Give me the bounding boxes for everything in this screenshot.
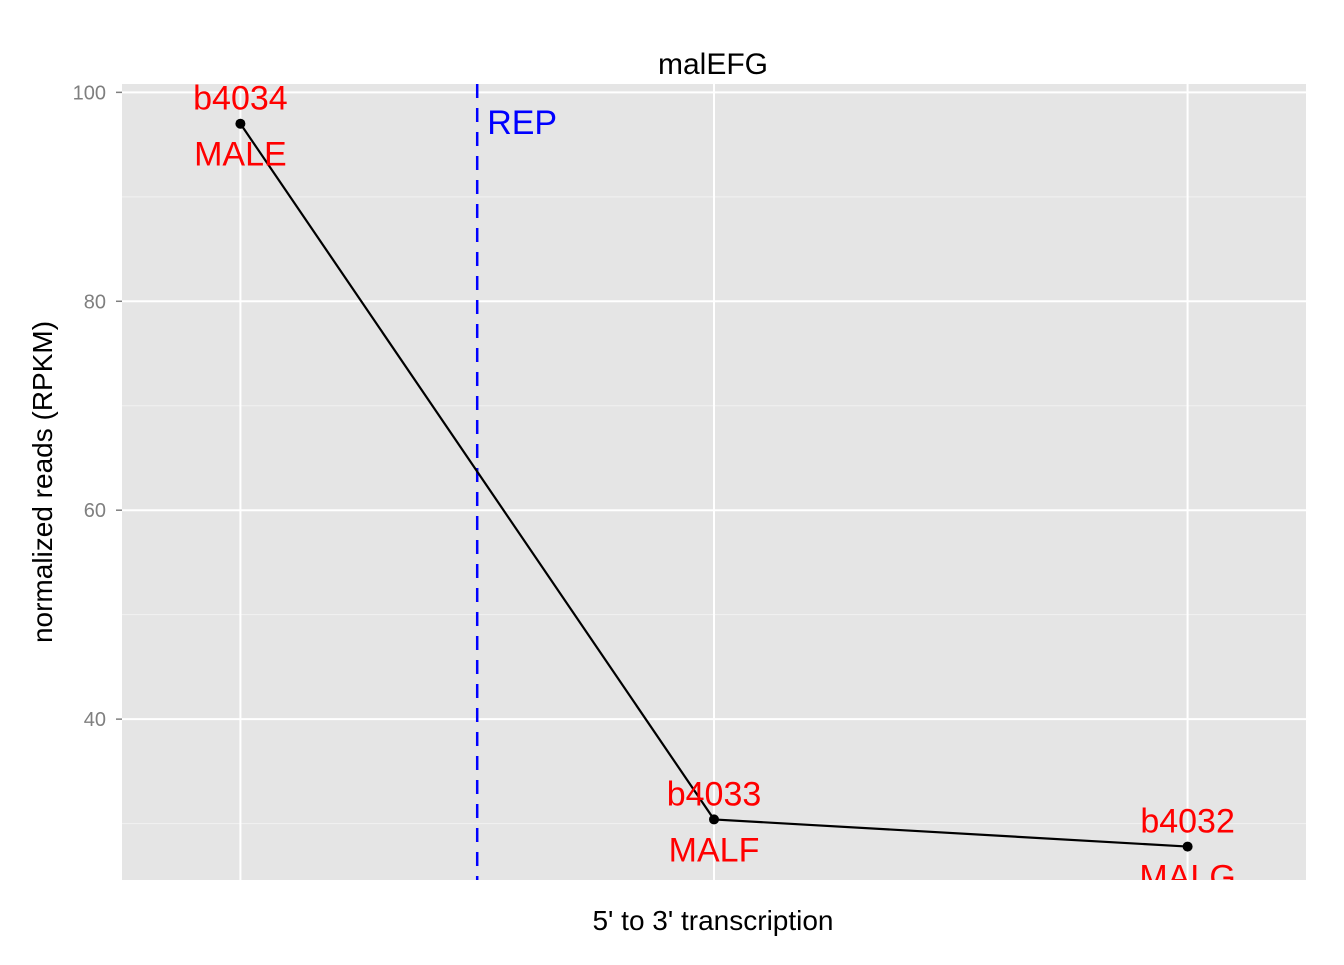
point-gene-name-label: MALE	[194, 136, 287, 174]
y-axis-label: normalized reads (RPKM)	[27, 321, 58, 643]
data-point	[709, 814, 719, 825]
panel-bottom-mask	[0, 880, 1344, 960]
y-tick-label: 60	[84, 500, 106, 522]
point-gene-id-label: b4034	[193, 80, 288, 118]
point-gene-name-label: MALF	[669, 831, 760, 869]
data-point	[1182, 841, 1193, 852]
y-tick-label: 40	[84, 709, 106, 731]
y-tick-label: 100	[73, 82, 106, 104]
chart-title: malEFG	[658, 48, 768, 81]
point-gene-id-label: b4033	[667, 775, 762, 813]
rep-annotation-label: REP	[487, 104, 557, 142]
x-axis-label: 5' to 3' transcription	[592, 905, 833, 936]
y-tick-label: 80	[84, 291, 106, 313]
point-gene-id-label: b4032	[1140, 803, 1235, 841]
data-point	[235, 118, 246, 129]
plot-panel	[122, 84, 1306, 880]
